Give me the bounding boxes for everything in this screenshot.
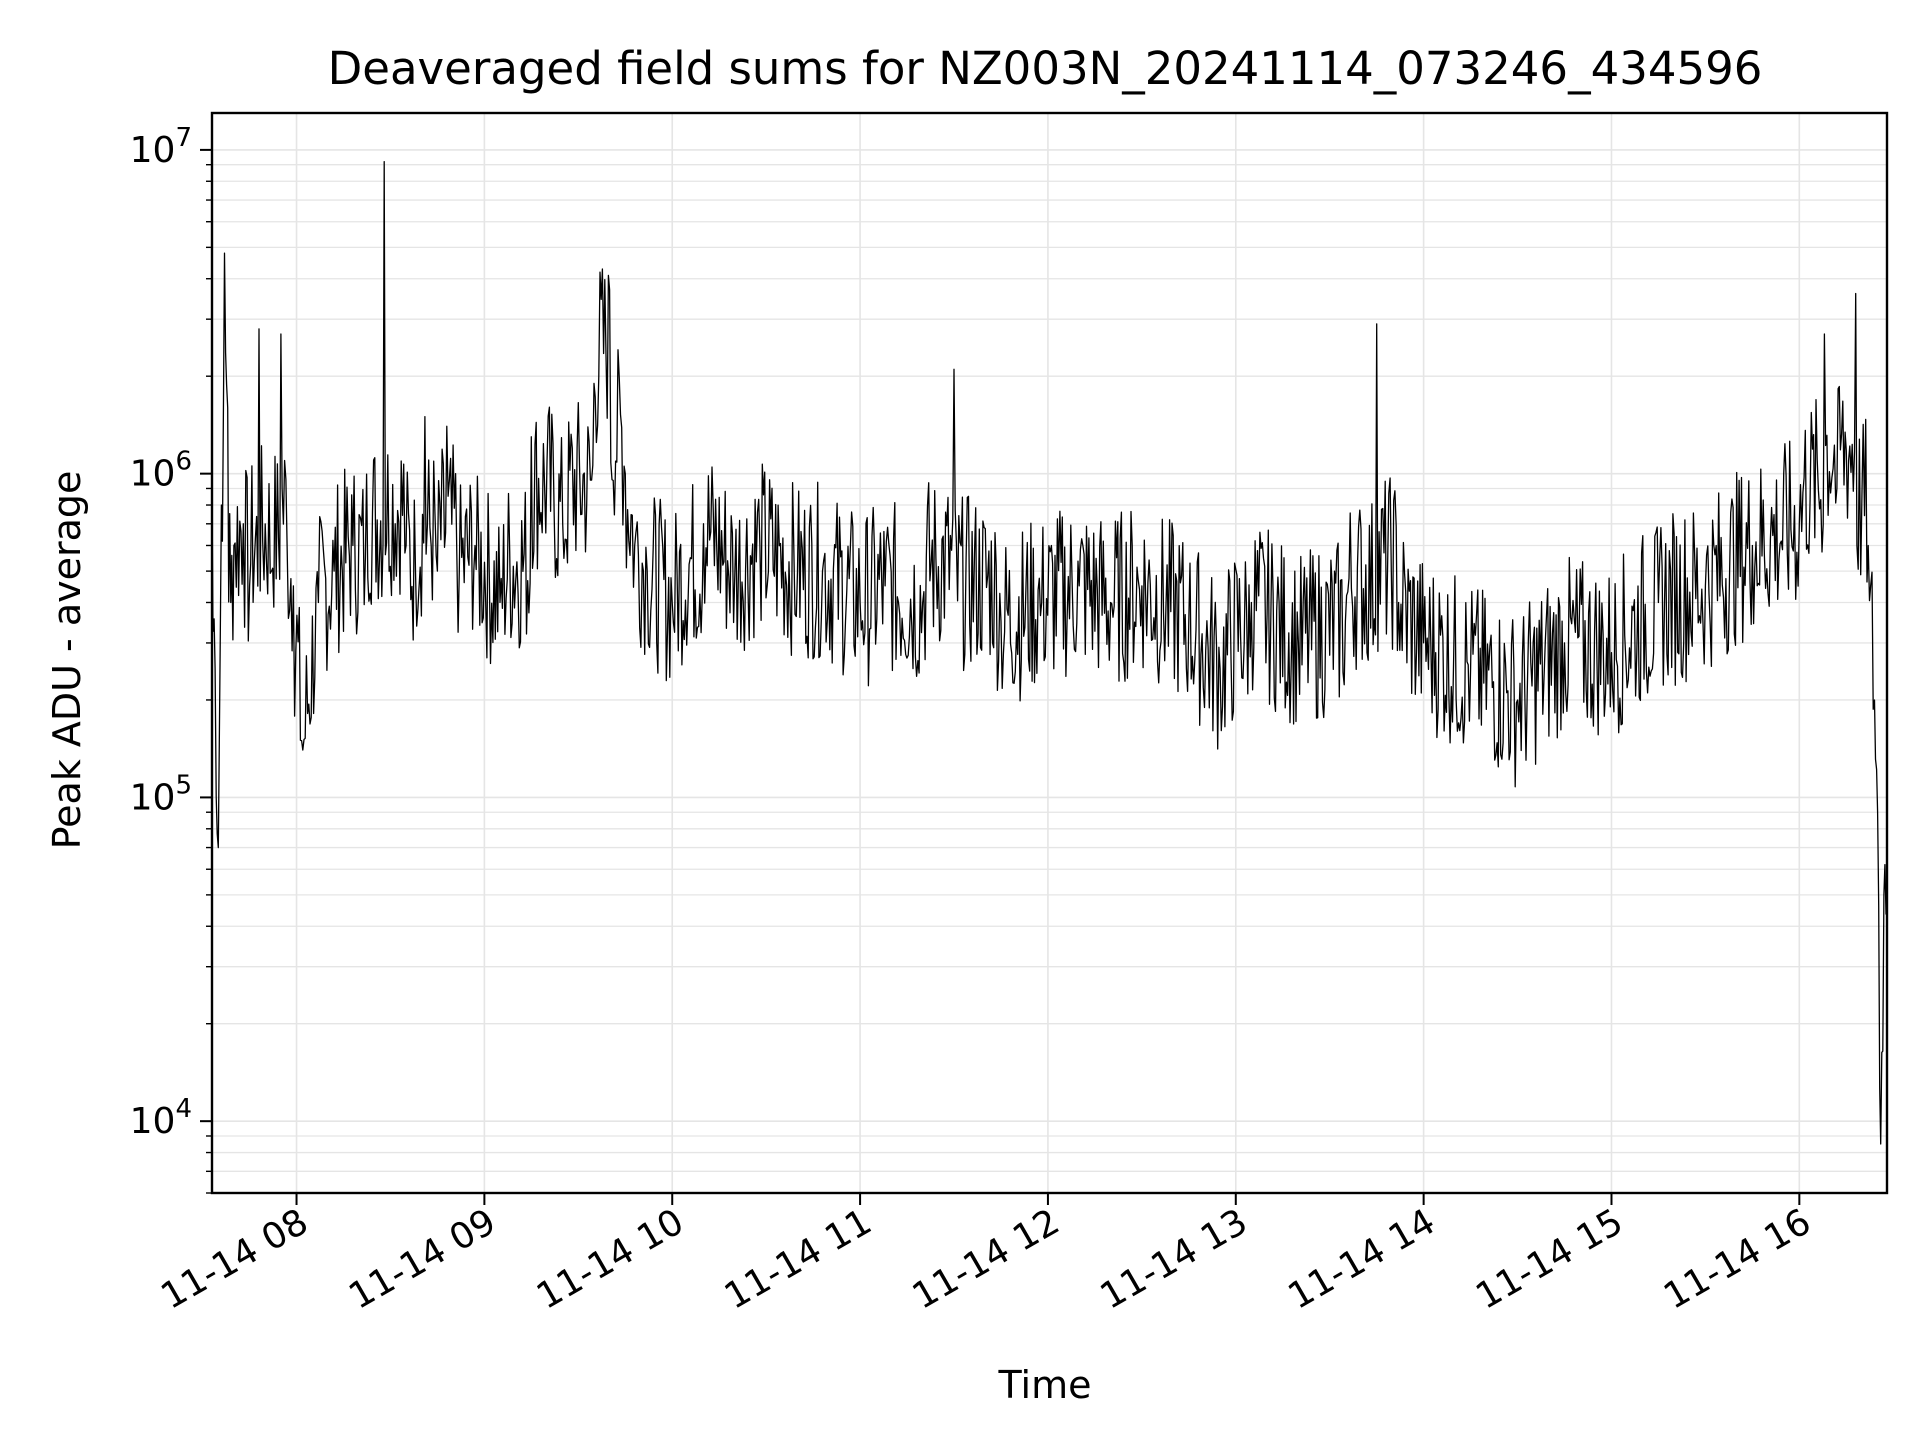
y-tick-label: 106 [130, 447, 192, 495]
y-axis: 104 105 106 107 [130, 123, 212, 1194]
x-axis-label: Time [998, 1363, 1092, 1407]
y-tick-label: 105 [130, 770, 192, 818]
series-layer [211, 160, 1888, 1145]
chart-title: Deaveraged field sums for NZ003N_2024111… [328, 42, 1763, 95]
series-line [211, 160, 1888, 1145]
y-axis-label: Peak ADU - average [45, 471, 89, 850]
y-tick-label: 104 [130, 1094, 192, 1142]
grid [212, 113, 1887, 1194]
y-tick-label: 107 [130, 123, 192, 171]
plot-frame [210, 111, 1889, 1195]
